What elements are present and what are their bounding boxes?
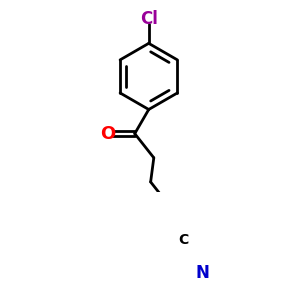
Text: O: O xyxy=(100,124,116,142)
Text: C: C xyxy=(178,232,188,247)
Text: Cl: Cl xyxy=(140,10,158,28)
Text: N: N xyxy=(195,264,209,282)
